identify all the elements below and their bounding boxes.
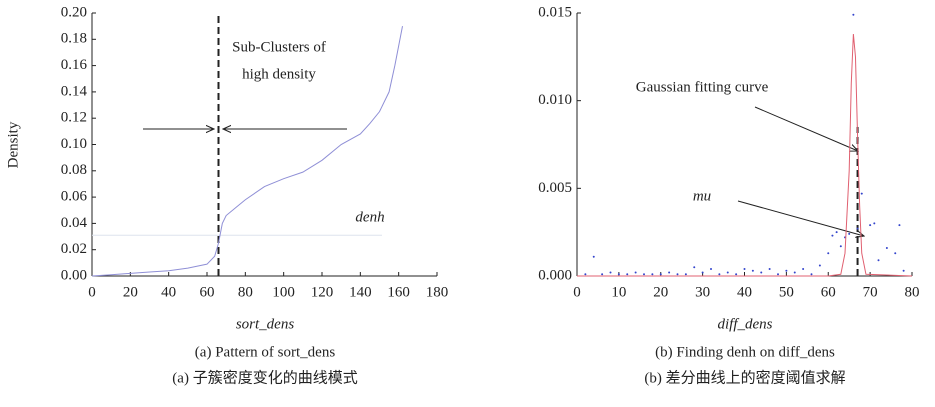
point	[873, 222, 876, 225]
x-tick-label: 140	[349, 284, 372, 300]
x-axis-label: diff_dens	[718, 316, 773, 332]
point	[827, 252, 830, 255]
x-tick-label: 40	[161, 284, 176, 300]
point	[693, 266, 696, 269]
caption: (b) 差分曲线上的密度阈值求解	[644, 369, 845, 386]
point	[835, 231, 838, 234]
point	[651, 273, 654, 276]
annotation: Gaussian fitting curve	[636, 79, 769, 95]
y-tick-label: 0.005	[538, 180, 572, 196]
x-tick-label: 40	[737, 284, 752, 300]
point	[743, 267, 746, 270]
y-tick-label: 0.12	[61, 110, 87, 126]
point	[710, 267, 712, 270]
point	[831, 234, 834, 237]
x-tick-label: 60	[821, 284, 836, 300]
x-tick-label: 120	[311, 284, 334, 300]
x-tick-label: 0	[573, 284, 581, 300]
point	[601, 273, 604, 276]
point	[839, 245, 842, 248]
y-tick-label: 0.20	[61, 4, 87, 20]
threshold-label: denh	[355, 209, 384, 225]
caption: (a) 子簇密度变化的曲线模式	[172, 368, 357, 386]
point	[701, 271, 704, 274]
y-tick-label: 0.16	[61, 57, 88, 73]
point	[592, 255, 595, 258]
annotation: mu	[693, 188, 711, 204]
x-tick-label: 20	[653, 284, 668, 300]
point	[751, 269, 754, 272]
x-tick-label: 30	[695, 284, 710, 300]
point	[793, 271, 796, 274]
annotation: Sub-Clusters of	[232, 39, 326, 55]
y-tick-label: 0.18	[61, 31, 87, 47]
y-axis-label: Density	[5, 121, 21, 168]
point	[898, 224, 901, 227]
x-tick-label: 0	[88, 284, 96, 300]
point	[626, 273, 629, 276]
point	[894, 252, 897, 255]
point	[860, 192, 863, 195]
point	[617, 273, 620, 276]
point	[718, 273, 721, 276]
x-tick-label: 20	[123, 284, 138, 300]
point	[785, 269, 788, 272]
y-tick-label: 0.015	[538, 4, 572, 20]
point	[848, 232, 851, 235]
y-tick-label: 0.04	[61, 215, 88, 231]
point	[726, 271, 729, 274]
point	[668, 271, 671, 274]
x-tick-label: 80	[905, 284, 920, 300]
point	[802, 267, 805, 270]
y-tick-label: 0.08	[61, 162, 87, 178]
point	[609, 271, 612, 274]
point	[902, 269, 905, 272]
caption: (a) Pattern of sort_dens	[195, 344, 336, 360]
x-tick-label: 60	[200, 284, 215, 300]
line	[577, 33, 913, 277]
point	[856, 227, 859, 230]
x-tick-label: 10	[611, 284, 626, 300]
line	[91, 26, 403, 277]
point	[810, 273, 813, 276]
point	[676, 273, 679, 276]
x-tick-label: 180	[426, 284, 449, 300]
point	[584, 273, 587, 276]
point	[869, 224, 872, 227]
point	[684, 273, 687, 276]
annotation: high density	[242, 66, 316, 82]
y-tick-label: 0.06	[61, 189, 88, 205]
x-tick-label: 50	[779, 284, 794, 300]
x-axis-label: sort_dens	[236, 316, 295, 332]
y-tick-label: 0.10	[61, 136, 87, 152]
x-tick-label: 80	[238, 284, 253, 300]
point	[768, 267, 771, 270]
point	[852, 13, 855, 16]
point	[659, 273, 662, 276]
y-tick-label: 0.00	[61, 267, 87, 283]
y-tick-label: 0.010	[538, 92, 572, 108]
point	[885, 246, 888, 249]
x-tick-label: 100	[272, 284, 295, 300]
point	[777, 273, 779, 276]
y-tick-label: 0.000	[538, 267, 572, 283]
point	[643, 273, 645, 276]
point	[735, 273, 738, 276]
point	[760, 271, 763, 274]
y-tick-label: 0.14	[61, 83, 88, 99]
x-tick-label: 70	[863, 284, 878, 300]
arrow	[754, 106, 858, 151]
x-tick-label: 160	[387, 284, 410, 300]
point	[877, 259, 880, 262]
arrow	[737, 200, 864, 236]
point	[818, 264, 821, 267]
caption: (b) Finding denh on diff_dens	[655, 344, 835, 360]
y-tick-label: 0.02	[61, 241, 87, 257]
point	[634, 271, 637, 274]
